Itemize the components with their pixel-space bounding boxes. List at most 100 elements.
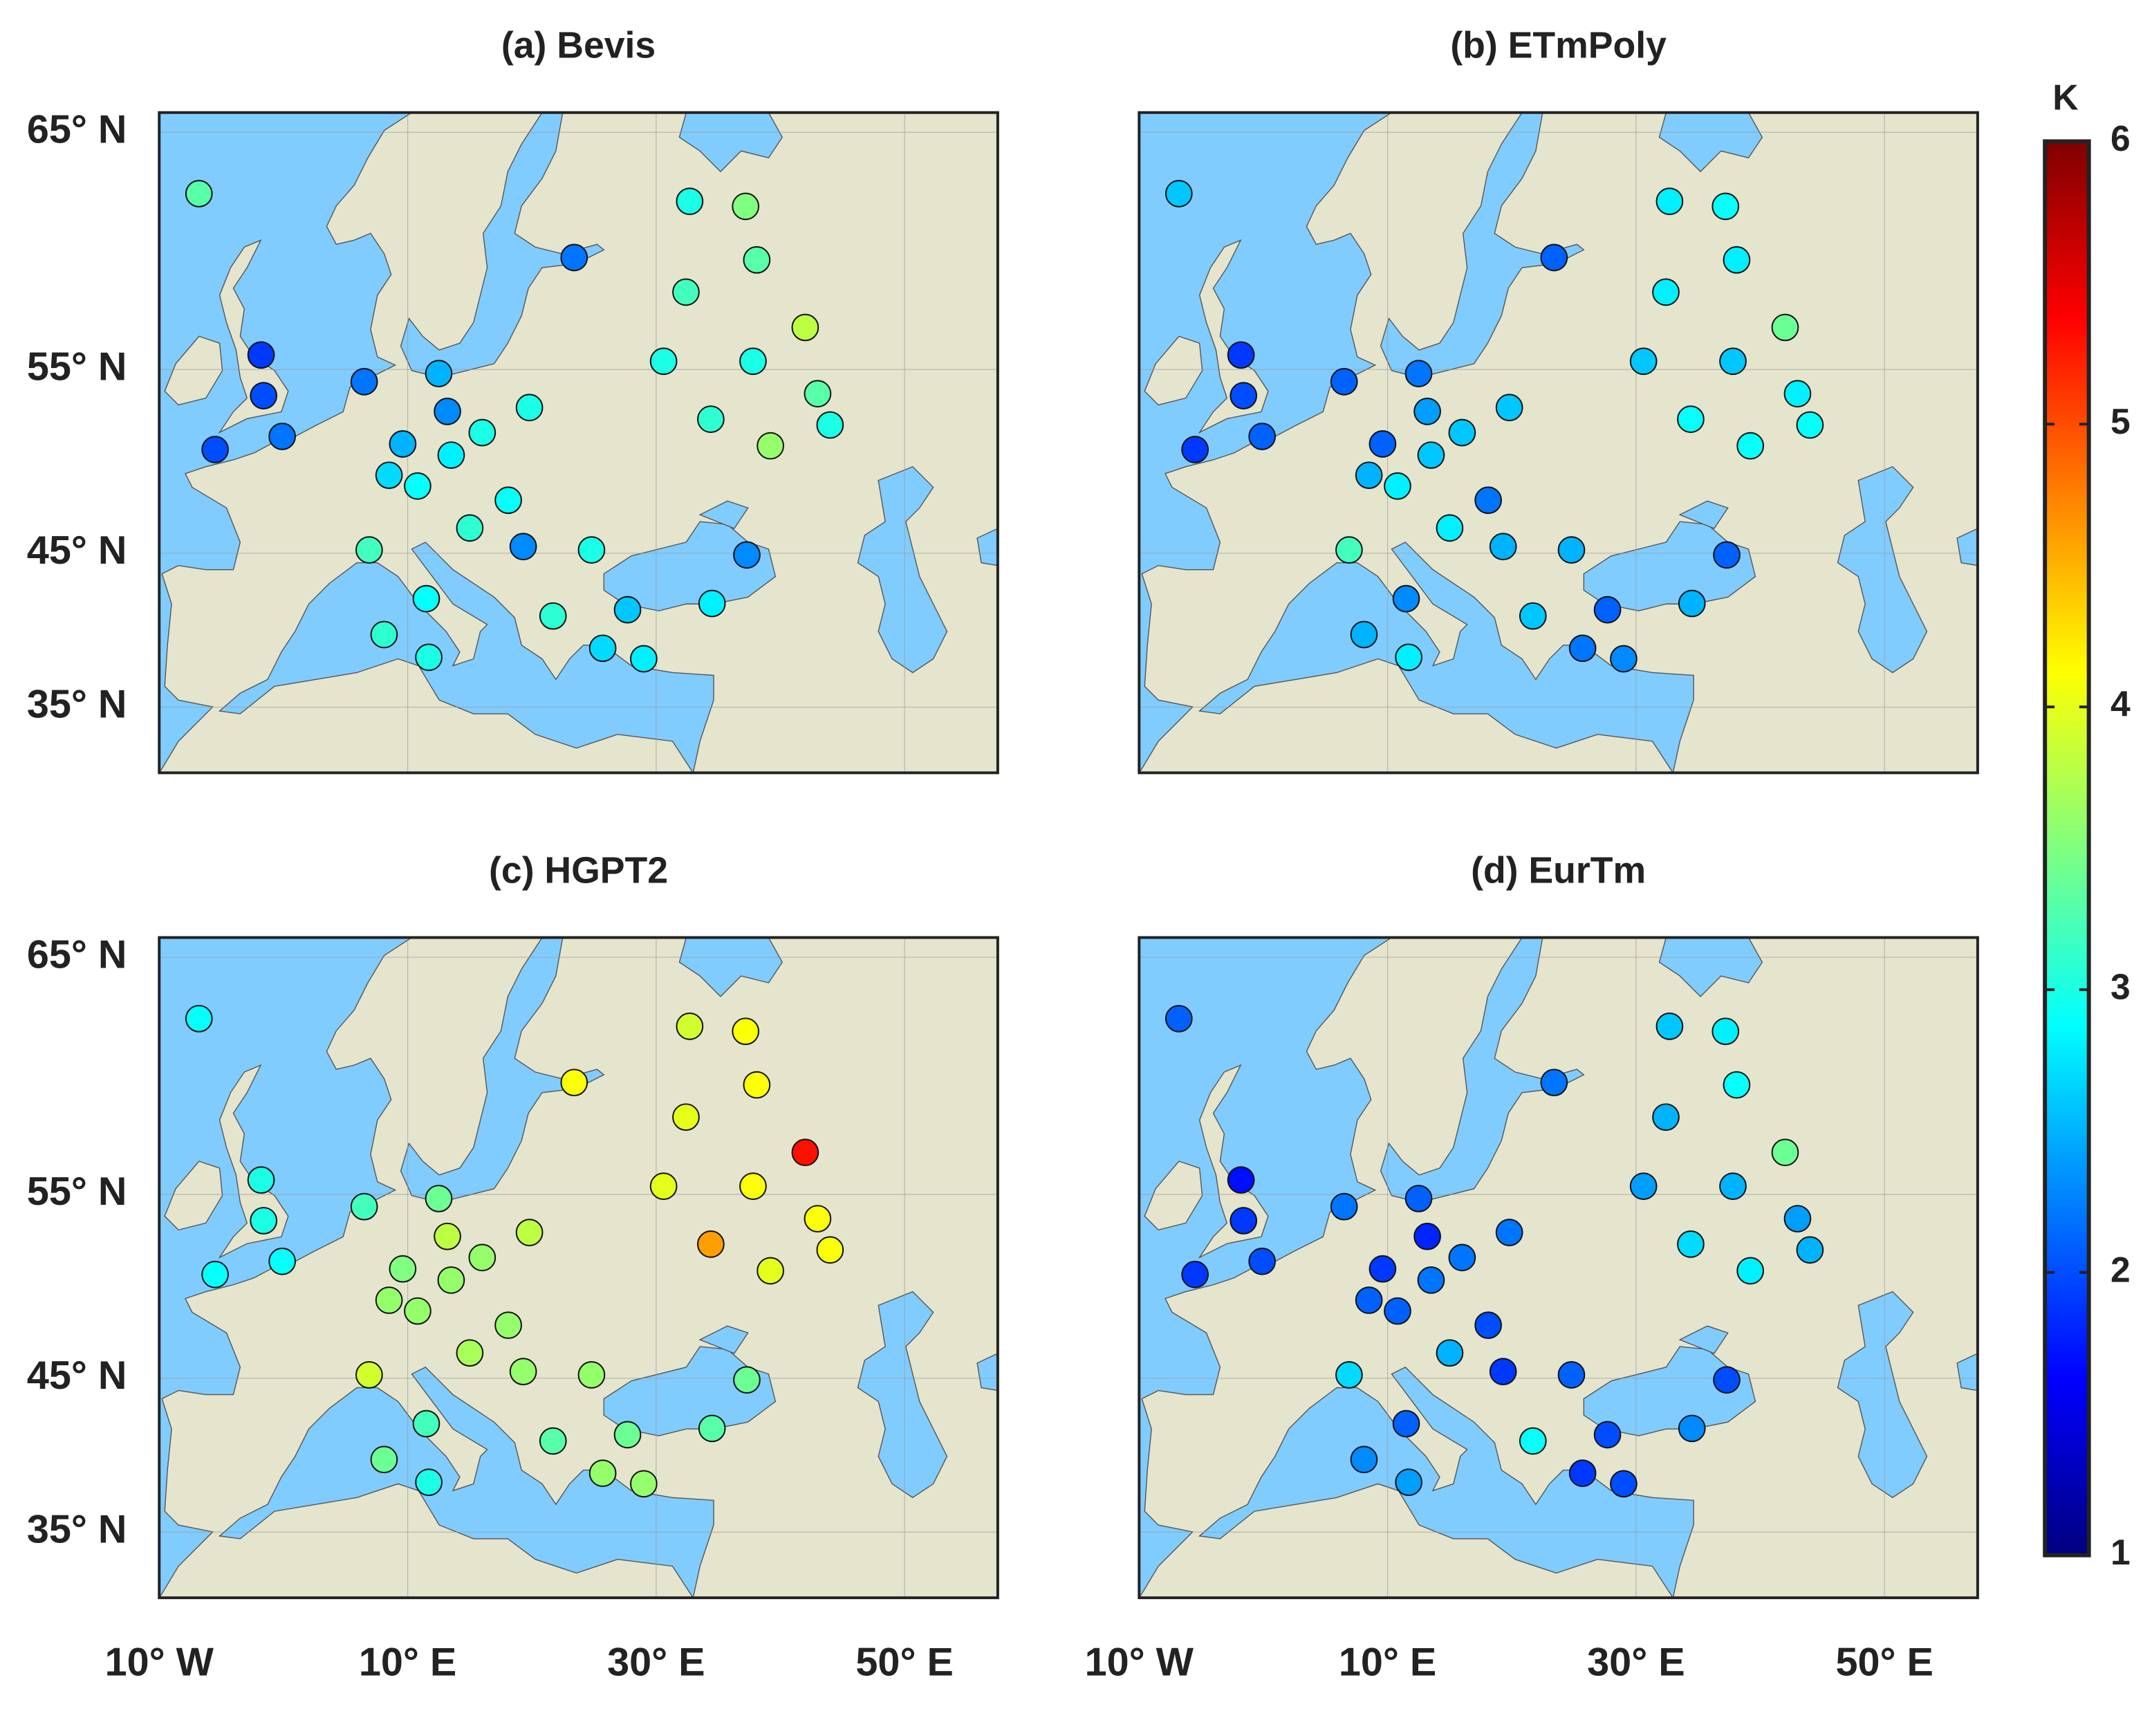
station xyxy=(743,1071,771,1099)
panel-title: (a) Bevis xyxy=(501,25,656,66)
station xyxy=(1796,1236,1824,1264)
station xyxy=(515,1219,544,1246)
station xyxy=(816,1236,844,1264)
x-tick-label: 10° E xyxy=(1339,1641,1436,1685)
station xyxy=(412,584,440,613)
station xyxy=(412,1410,440,1438)
station xyxy=(560,243,588,272)
station xyxy=(1610,1470,1638,1498)
station xyxy=(425,1185,453,1212)
station xyxy=(630,1470,658,1498)
station xyxy=(757,1257,784,1285)
station xyxy=(649,1172,678,1200)
panel: (d) EurTm 10° W 10° E 30° E 50° E xyxy=(1085,849,1979,1685)
station xyxy=(509,533,537,561)
station xyxy=(1436,1339,1464,1367)
station xyxy=(1413,1222,1441,1250)
station xyxy=(739,1172,767,1200)
x-tick-label: 30° E xyxy=(1587,1641,1685,1685)
station xyxy=(1629,1172,1658,1200)
station xyxy=(1489,1358,1517,1385)
station xyxy=(1652,1103,1680,1132)
station xyxy=(1568,1459,1597,1487)
station xyxy=(1655,1013,1684,1040)
station xyxy=(1712,1017,1740,1046)
station xyxy=(1655,187,1684,215)
y-tick-label: 45° N xyxy=(27,528,127,573)
station xyxy=(1230,1207,1258,1235)
station xyxy=(588,634,617,663)
station xyxy=(1248,423,1276,450)
station xyxy=(1404,1185,1433,1212)
station xyxy=(389,1255,417,1283)
colorbar-tick-label: 4 xyxy=(2111,684,2131,724)
station xyxy=(468,1244,497,1272)
station xyxy=(1248,1247,1276,1275)
station xyxy=(743,246,771,274)
station xyxy=(791,313,819,342)
x-tick-label: 50° E xyxy=(1835,1641,1933,1685)
station xyxy=(1723,246,1751,274)
station xyxy=(1796,411,1824,439)
station xyxy=(1610,645,1638,673)
station xyxy=(804,380,832,408)
y-tick-label: 45° N xyxy=(27,1354,127,1398)
station xyxy=(425,360,453,387)
x-tick-label: 10° E xyxy=(359,1641,456,1685)
station xyxy=(1335,1361,1363,1389)
x-tick-label: 30° E xyxy=(607,1641,705,1685)
station xyxy=(1474,486,1502,515)
station xyxy=(1557,1361,1586,1389)
station xyxy=(804,1205,832,1232)
station xyxy=(375,461,403,490)
y-tick-label: 55° N xyxy=(27,344,127,389)
panel-title: (d) EurTm xyxy=(1471,849,1646,891)
station xyxy=(1355,1286,1383,1314)
station xyxy=(1495,1219,1523,1246)
y-tick-label: 65° N xyxy=(27,107,127,151)
station xyxy=(676,1013,704,1040)
station xyxy=(732,192,760,221)
station xyxy=(375,1286,403,1314)
station xyxy=(816,411,844,439)
station xyxy=(355,1361,383,1389)
station xyxy=(404,472,432,500)
y-tick-label: 55° N xyxy=(27,1170,127,1214)
station xyxy=(1230,382,1258,409)
station xyxy=(1181,436,1209,463)
station xyxy=(698,1414,726,1443)
station xyxy=(437,1266,465,1294)
station xyxy=(1395,1468,1422,1496)
station xyxy=(672,1103,700,1132)
station xyxy=(1227,341,1255,369)
station xyxy=(1330,1192,1358,1221)
station xyxy=(1369,1255,1397,1283)
panel: (a) Bevis 35° N 45° N 55° N 65° N xyxy=(27,25,999,775)
panel-frame xyxy=(1138,936,1979,1600)
station xyxy=(1736,1257,1765,1285)
station xyxy=(630,645,658,673)
station xyxy=(1392,584,1420,613)
station xyxy=(1713,541,1741,569)
station xyxy=(415,1468,443,1496)
station xyxy=(404,1297,432,1325)
station xyxy=(1448,1244,1476,1272)
y-tick-label: 35° N xyxy=(27,683,127,727)
station xyxy=(250,382,277,409)
station xyxy=(268,1247,296,1275)
station xyxy=(370,1446,398,1474)
station xyxy=(1330,368,1358,396)
station xyxy=(1593,1421,1622,1449)
station xyxy=(697,1230,725,1258)
station xyxy=(733,541,761,569)
station xyxy=(1719,347,1747,376)
station xyxy=(1629,347,1658,376)
station xyxy=(1783,380,1812,408)
station xyxy=(1519,602,1547,630)
station xyxy=(1723,1071,1751,1099)
station xyxy=(739,347,767,376)
station xyxy=(1181,1260,1209,1289)
colorbar xyxy=(2043,139,2091,1558)
station xyxy=(698,589,726,618)
station xyxy=(588,1459,617,1487)
